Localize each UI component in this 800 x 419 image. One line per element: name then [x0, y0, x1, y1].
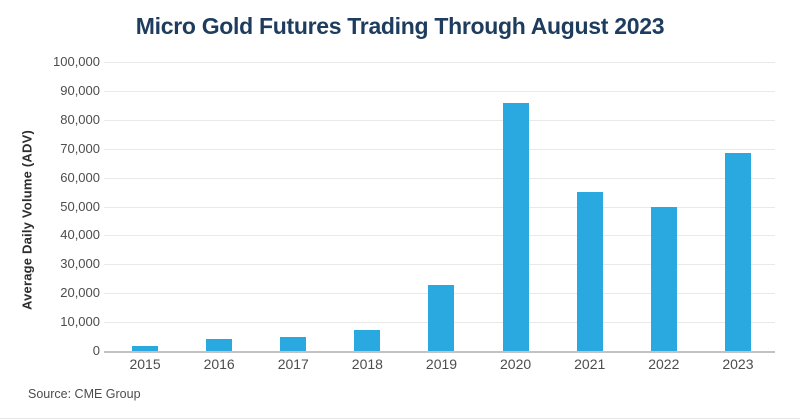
- x-tick-label-2020: 2020: [500, 356, 532, 372]
- x-tick-label-2017: 2017: [277, 356, 309, 372]
- gridline: [104, 119, 775, 121]
- y-tick-label: 50,000: [60, 198, 100, 214]
- x-tick-label-2015: 2015: [129, 356, 161, 372]
- bar-cell-2020: [479, 62, 553, 351]
- y-tick-label: 70,000: [60, 140, 100, 156]
- bar-cell-2017: [256, 62, 330, 351]
- bar-cell-2016: [182, 62, 256, 351]
- y-axis-label: Average Daily Volume (ADV): [19, 129, 35, 311]
- bar-cell-2018: [330, 62, 404, 351]
- x-tick-label-2021: 2021: [574, 356, 606, 372]
- bar-2016: [206, 339, 233, 351]
- y-tick-label: 60,000: [60, 169, 100, 185]
- x-tick-label-2023: 2023: [722, 356, 754, 372]
- bar-series: [108, 62, 775, 351]
- gridline: [104, 206, 775, 208]
- bar-2023: [724, 153, 751, 351]
- chart-title: Micro Gold Futures Trading Through Augus…: [135, 13, 665, 39]
- y-tick-label: 10,000: [60, 314, 100, 330]
- y-tick-label: 90,000: [60, 82, 100, 98]
- plot-area: [104, 62, 775, 353]
- bar-cell-2019: [404, 62, 478, 351]
- bar-2017: [280, 337, 307, 351]
- gridline: [104, 148, 775, 150]
- gridline: [104, 90, 775, 92]
- gridline: [104, 62, 775, 63]
- gridline: [104, 264, 775, 266]
- bar-2020: [502, 103, 529, 351]
- bar-2021: [576, 192, 603, 351]
- bar-2018: [354, 329, 381, 351]
- x-tick-label-2022: 2022: [648, 356, 680, 372]
- y-tick-label: 40,000: [60, 227, 100, 243]
- x-tick-label-2019: 2019: [425, 356, 458, 372]
- bar-2019: [428, 285, 455, 351]
- bar-cell-2021: [553, 62, 627, 351]
- x-tick-label-2018: 2018: [351, 356, 383, 372]
- bar-cell-2023: [701, 62, 775, 351]
- gridline: [104, 177, 775, 179]
- x-tick-label-2016: 2016: [203, 356, 235, 372]
- x-axis-line: [104, 351, 775, 353]
- bar-cell-2015: [108, 62, 182, 351]
- bar-2022: [650, 207, 677, 351]
- gridline: [104, 235, 775, 237]
- source-note: Source: CME Group: [28, 387, 141, 401]
- y-tick-label: 80,000: [60, 111, 100, 127]
- y-tick-label: 0: [92, 343, 100, 358]
- y-tick-label: 30,000: [60, 256, 100, 272]
- x-axis-ticks: 2015 2016 2017 2018 2019 2020 2021 2022 2023: [108, 356, 775, 372]
- y-tick-label: 20,000: [60, 285, 100, 301]
- bar-cell-2022: [627, 62, 701, 351]
- y-tick-label: 100,000: [53, 54, 100, 69]
- bar-2015: [132, 345, 159, 351]
